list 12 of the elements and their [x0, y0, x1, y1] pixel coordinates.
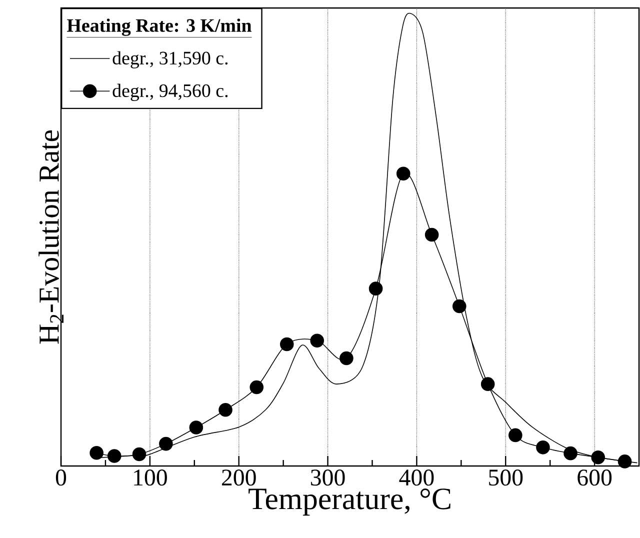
x-tick-label: 200 [222, 470, 256, 486]
x-tick-label: 0 [56, 470, 66, 486]
x-tick-label: 600 [578, 470, 612, 486]
x-tick-label: 400 [399, 470, 434, 486]
x-tick-label: 500 [489, 470, 523, 486]
legend-title: Heating Rate: 3 K/min [67, 18, 252, 36]
legend-label: degr., 31,590 c. [112, 51, 228, 68]
legend-label: degr., 94,560 c. [112, 84, 228, 102]
x-tick-label: 100 [134, 470, 167, 486]
x-axis-title: Temperature, °C [248, 488, 450, 516]
y-axis-title: H$_{2}$-Evolution Rate [38, 130, 64, 344]
x-tick-label: 300 [310, 470, 345, 486]
